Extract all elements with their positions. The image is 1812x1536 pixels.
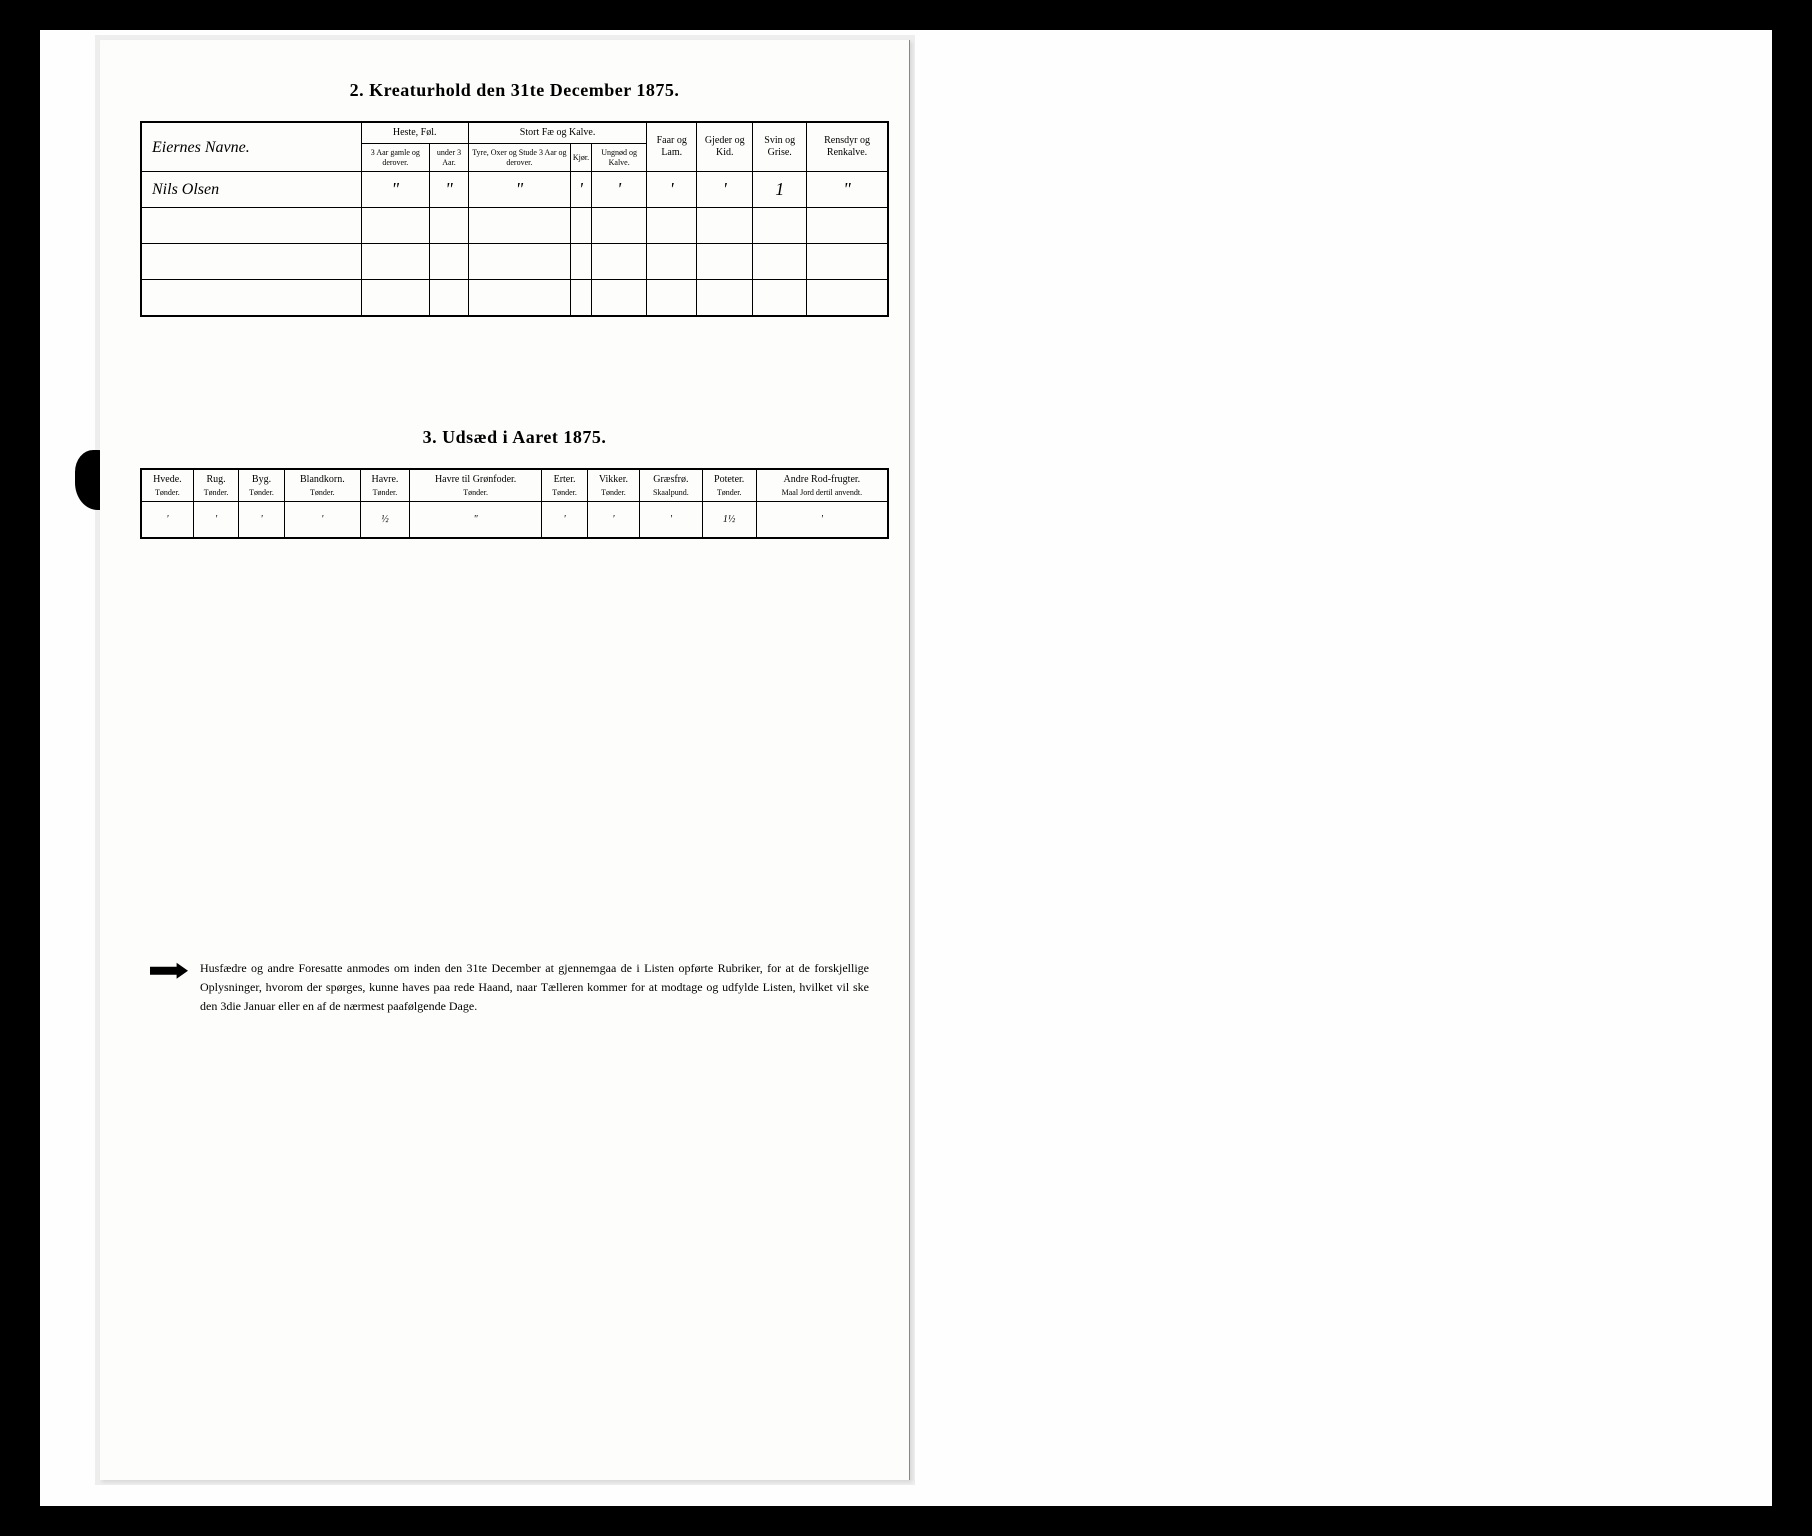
table-row <box>141 208 888 244</box>
table-row <box>141 244 888 280</box>
sowing-data-row: ' ' ' ' ½ " ' ' ' 1½ ' <box>141 502 888 538</box>
owner-name: Nils Olsen <box>141 172 361 208</box>
header-goats: Gjeder og Kid. <box>697 122 753 172</box>
header-calves: Ungnød og Kalve. <box>592 144 647 172</box>
sowing-header-row: Hvede.Tønder. Rug.Tønder. Byg.Tønder. Bl… <box>141 469 888 502</box>
col-vikker: Vikker.Tønder. <box>587 469 639 502</box>
section3-title: 3. Udsæd i Aaret 1875. <box>140 427 889 448</box>
livestock-body: Nils Olsen " " " ' ' ' ' 1 " <box>141 172 888 316</box>
header-bulls: Tyre, Oxer og Stude 3 Aar og derover. <box>468 144 570 172</box>
pointing-hand-icon <box>150 961 188 981</box>
col-rug: Rug.Tønder. <box>193 469 238 502</box>
col-graesfro: Græsfrø.Skaalpund. <box>640 469 703 502</box>
header-cattle: Stort Fæ og Kalve. <box>468 122 646 144</box>
header-horses: Heste, Føl. <box>361 122 468 144</box>
header-cows: Kjør. <box>570 144 591 172</box>
header-horses-young: under 3 Aar. <box>430 144 469 172</box>
table-row: Nils Olsen " " " ' ' ' ' 1 " <box>141 172 888 208</box>
header-sheep: Faar og Lam. <box>647 122 697 172</box>
col-hvede: Hvede.Tønder. <box>141 469 193 502</box>
col-andre: Andre Rod-frugter.Maal Jord dertil anven… <box>756 469 888 502</box>
header-name: Eiernes Navne. <box>141 122 361 172</box>
table-row <box>141 280 888 316</box>
footnote-block: Husfædre og andre Foresatte anmodes om i… <box>140 959 889 1017</box>
col-blandkorn: Blandkorn.Tønder. <box>284 469 360 502</box>
header-horses-old: 3 Aar gamle og derover. <box>361 144 430 172</box>
section2-title: 2. Kreaturhold den 31te December 1875. <box>140 80 889 101</box>
col-havre: Havre.Tønder. <box>360 469 409 502</box>
col-havre-gron: Havre til Grønfoder.Tønder. <box>409 469 541 502</box>
col-poteter: Poteter.Tønder. <box>702 469 756 502</box>
header-pigs: Svin og Grise. <box>753 122 807 172</box>
document-page: 2. Kreaturhold den 31te December 1875. E… <box>100 40 910 1480</box>
footnote-text: Husfædre og andre Foresatte anmodes om i… <box>200 961 869 1013</box>
scan-frame: 2. Kreaturhold den 31te December 1875. E… <box>40 30 1772 1506</box>
header-reindeer: Rensdyr og Renkalve. <box>807 122 888 172</box>
col-erter: Erter.Tønder. <box>542 469 587 502</box>
col-byg: Byg.Tønder. <box>239 469 284 502</box>
livestock-table: Eiernes Navne. Heste, Føl. Stort Fæ og K… <box>140 121 889 317</box>
sowing-table: Hvede.Tønder. Rug.Tønder. Byg.Tønder. Bl… <box>140 468 889 539</box>
